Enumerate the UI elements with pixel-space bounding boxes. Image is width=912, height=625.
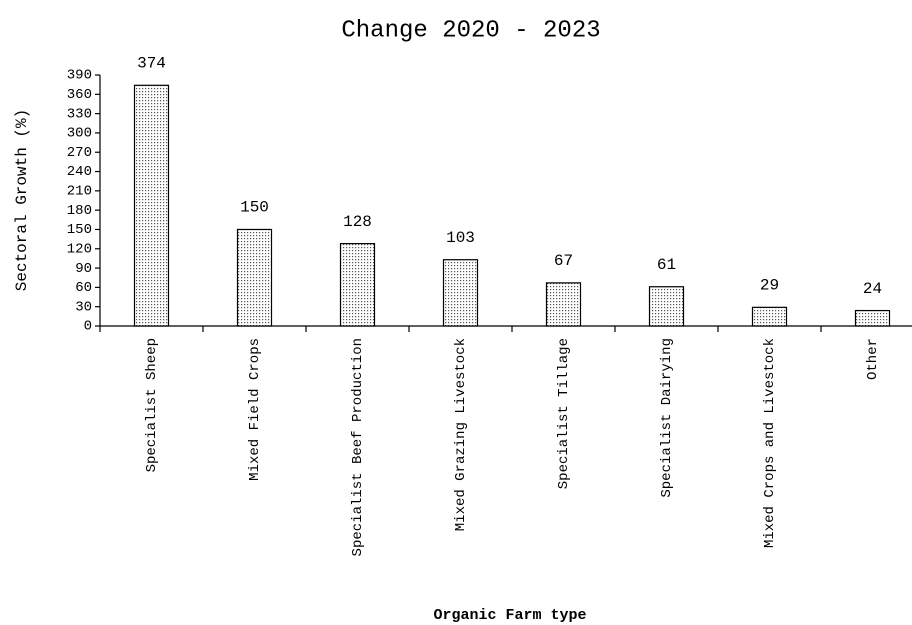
bar xyxy=(339,243,376,327)
chart-title: Change 2020 - 2023 xyxy=(341,17,600,44)
x-tick-label: Specialist Dairying xyxy=(659,338,675,498)
y-tick-label: 360 xyxy=(67,87,92,103)
x-tick-label: Specialist Beef Production xyxy=(350,338,366,556)
value-label: 128 xyxy=(343,213,372,231)
bar xyxy=(442,259,479,327)
x-axis-title: Organic Farm type xyxy=(433,607,586,624)
y-tick-label: 90 xyxy=(75,261,92,277)
x-tick-label: Mixed Grazing Livestock xyxy=(453,338,469,531)
y-tick-label: 390 xyxy=(67,68,92,84)
value-label: 24 xyxy=(863,280,882,298)
value-label: 67 xyxy=(554,252,573,270)
x-tick-label: Mixed Field Crops xyxy=(247,338,263,481)
y-tick-label: 270 xyxy=(67,145,92,161)
bar xyxy=(854,309,891,327)
y-tick-label: 240 xyxy=(67,164,92,180)
value-label: 61 xyxy=(657,256,676,274)
value-label: 103 xyxy=(446,229,475,247)
y-tick-label: 330 xyxy=(67,106,92,122)
y-tick-label: 150 xyxy=(67,222,92,238)
bar xyxy=(236,228,273,327)
y-axis-title: Sectoral Growth (%) xyxy=(13,109,31,291)
x-tick-label: Specialist Tillage xyxy=(556,338,572,489)
y-tick-label: 0 xyxy=(84,319,92,335)
x-tick-label: Other xyxy=(865,338,881,380)
bar xyxy=(751,306,788,327)
y-tick-label: 30 xyxy=(75,299,92,315)
bar xyxy=(648,286,685,327)
x-tick-label: Specialist Sheep xyxy=(144,338,160,472)
y-tick-label: 180 xyxy=(67,203,92,219)
value-label: 374 xyxy=(137,55,166,73)
x-tick-label: Mixed Crops and Livestock xyxy=(762,338,778,548)
y-tick-label: 60 xyxy=(75,280,92,296)
bar xyxy=(133,84,170,327)
value-label: 29 xyxy=(760,277,779,295)
y-tick-label: 210 xyxy=(67,184,92,200)
y-tick-label: 300 xyxy=(67,126,92,142)
y-tick-label: 120 xyxy=(67,241,92,257)
value-label: 150 xyxy=(240,199,269,217)
bar xyxy=(545,282,582,327)
